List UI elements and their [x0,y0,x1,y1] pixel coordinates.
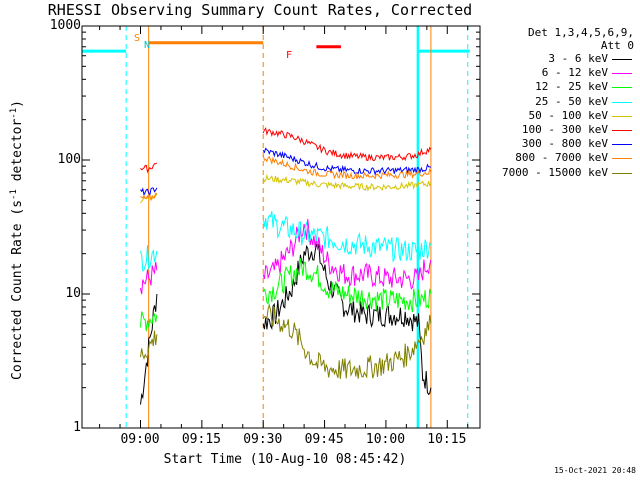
y-tick-label: 100 [57,152,81,167]
chart-title: RHESSI Observing Summary Count Rates, Co… [47,1,473,19]
legend-entry-label: 100 - 300 keV [521,122,608,136]
legend-entry: 12 - 25 keV [476,80,634,94]
series-line [140,162,158,174]
legend-entry: 100 - 300 keV [476,123,634,137]
legend-swatch [612,87,632,89]
series-line [262,258,432,313]
x-tick-label: 09:00 [120,432,160,447]
y-axis-label: Corrected Count Rate (s-1 detector-1) [8,100,26,380]
series-line [262,127,432,162]
series-line [140,311,158,332]
series-line [262,147,432,176]
y-tick-label: 1 [73,420,81,435]
series-line [140,192,158,202]
series-line [262,303,432,379]
x-tick-label: 09:30 [243,432,283,447]
x-tick-label: 10:00 [365,432,406,447]
legend-entry-label: 3 - 6 keV [548,52,608,65]
legend: Det 1,3,4,5,6,9, Att 0 3 - 6 keV 6 - 12 k… [476,26,634,180]
legend-entry: 300 - 800 keV [476,137,634,151]
x-tick-label: 09:45 [304,432,344,447]
legend-swatch [612,101,632,103]
legend-swatch [612,59,632,60]
flare-flag: F [286,50,293,61]
legend-entry-label: 12 - 25 keV [535,80,608,94]
x-tick-label: 10:15 [427,432,467,447]
axes-frame [81,25,481,429]
generation-timestamp: 15-Oct-2021 20:48 [554,466,636,475]
series-line [140,245,158,272]
x-tick-label: 09:15 [181,432,221,447]
night-start-flag: N [144,40,151,51]
legend-swatch [612,172,632,174]
legend-entry: 6 - 12 keV [476,66,634,80]
y-tick-label: 10 [65,286,81,301]
legend-entry-label: 50 - 100 keV [528,108,608,122]
legend-swatch [612,158,632,160]
legend-entry: 800 - 7000 keV [476,151,634,165]
series-line [140,187,158,197]
series-line [140,261,158,295]
legend-entry-label: 300 - 800 keV [521,137,608,151]
series-line [262,211,432,263]
legend-swatch [612,144,632,146]
legend-entry-label: 7000 - 15000 keV [502,165,608,179]
y-tick-label: 1000 [49,18,81,33]
legend-header-detectors: Det 1,3,4,5,6,9, [528,26,634,39]
legend-entry-label: 6 - 12 keV [541,66,608,80]
series-line [140,293,158,405]
legend-entry: 25 - 50 keV [476,95,634,109]
legend-entry: 50 - 100 keV [476,109,634,123]
series-line [262,243,432,396]
legend-entry-label: 800 - 7000 keV [515,151,608,165]
series-line [140,330,158,360]
series-line [262,218,432,290]
legend-swatch [612,73,632,75]
series-line [140,193,158,204]
legend-header-attenuator: Att 0 [600,39,634,52]
x-axis-label: Start Time (10-Aug-10 08:45:42) [163,452,407,467]
series-line [262,173,432,192]
saa-start-flag: S [134,33,141,44]
legend-entries: 3 - 6 keV 6 - 12 keV 12 - 25 keV 25 - 50 ke… [476,52,634,180]
series-line [262,154,432,180]
legend-swatch [612,115,632,117]
tick-layer [82,26,480,429]
legend-entry-label: 25 - 50 keV [535,94,608,108]
data-layer [82,26,470,428]
legend-entry: 7000 - 15000 keV [476,166,634,180]
legend-swatch [612,129,632,131]
legend-entry: 3 - 6 keV [476,52,634,66]
